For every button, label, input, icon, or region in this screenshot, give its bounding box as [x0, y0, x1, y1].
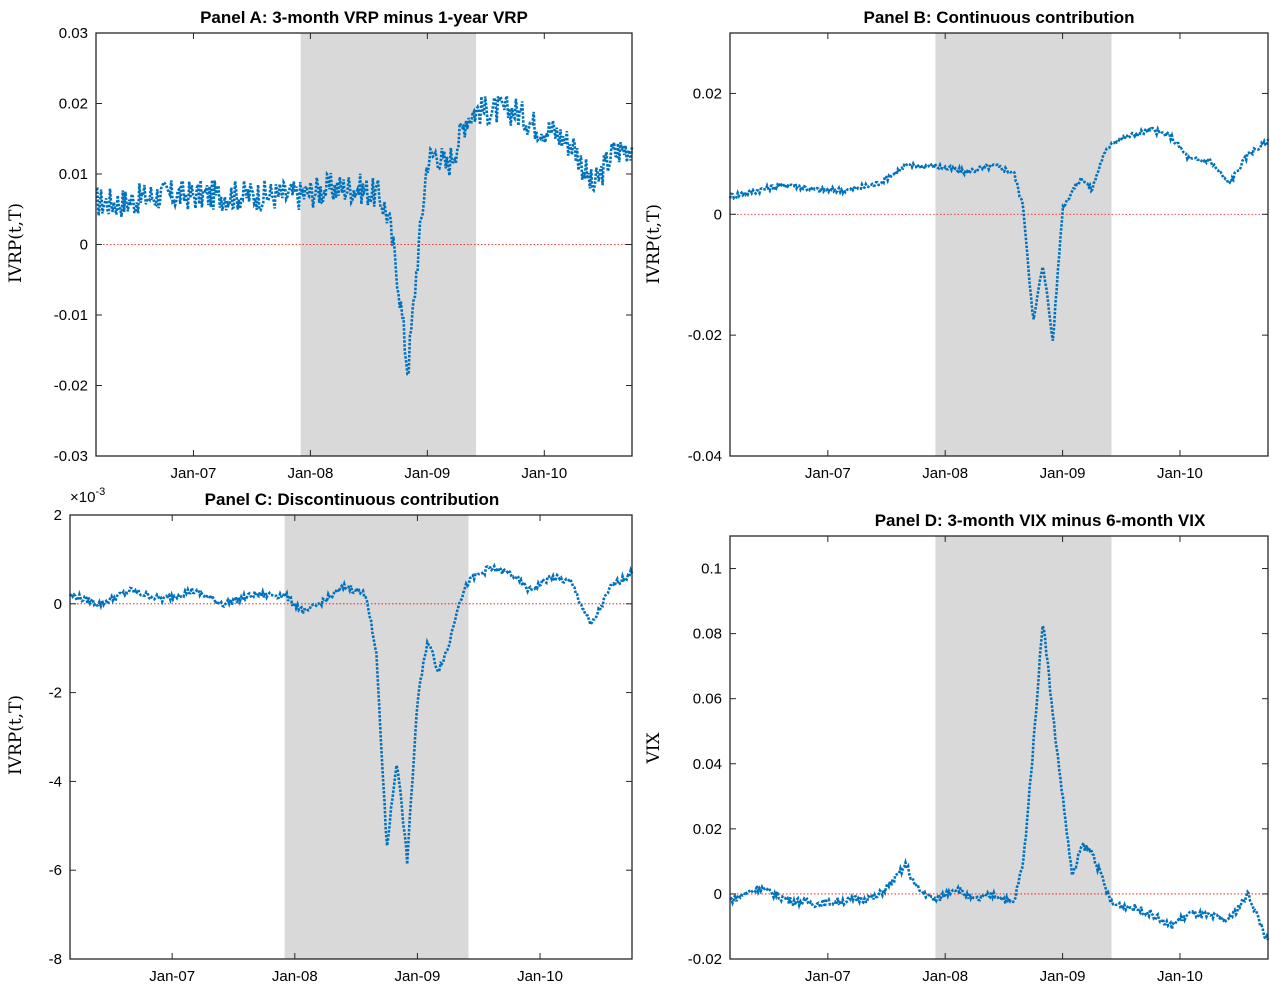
x-tick-label: Jan-08 [287, 465, 333, 482]
panel-d: -0.02 0 0.02 0.04 0.06 0.08 0.1 Jan-07 Jan-08 Jan… [644, 511, 1270, 985]
x-tick-label: Jan-09 [1040, 465, 1086, 482]
x-tick-label: Jan-07 [805, 968, 851, 985]
y-tick-label: -0.02 [688, 951, 722, 968]
x-tick-label: Jan-08 [272, 968, 318, 985]
panel-a: -0.03 -0.02 -0.01 0 0.01 0.02 0.03 Jan-07 Jan-08… [6, 8, 634, 482]
series-line [729, 625, 1270, 942]
panel-d-y-axis-label: VIX [644, 732, 664, 765]
recession-shading [935, 536, 1112, 959]
recession-shading [935, 33, 1112, 456]
x-tick-label: Jan-07 [149, 968, 195, 985]
y-tick-label: -8 [49, 951, 62, 968]
axes-box [729, 32, 1269, 457]
x-tick-label: Jan-09 [1040, 968, 1086, 985]
y-tick-label: 0.02 [693, 821, 722, 838]
panel-b-title: Panel B: Continuous contribution [863, 8, 1134, 27]
x-tick-label: Jan-09 [394, 968, 440, 985]
y-tick-label: -0.03 [54, 448, 88, 465]
series-line [728, 124, 1270, 341]
x-tick-label: Jan-08 [922, 968, 968, 985]
y-tick-label: -2 [49, 685, 62, 702]
x-tick-label: Jan-10 [517, 968, 563, 985]
y-tick-label: 0 [54, 596, 62, 613]
series-line [95, 91, 634, 376]
y-tick-label: 0.08 [693, 626, 722, 643]
y-tick-label: 0.1 [701, 561, 722, 578]
y-tick-label: 0.04 [693, 756, 722, 773]
x-tick-label: Jan-07 [805, 465, 851, 482]
y-tick-label: -6 [49, 862, 62, 879]
panel-a-title: Panel A: 3-month VRP minus 1-year VRP [200, 8, 528, 27]
plot-area-d: -0.02 0 0.02 0.04 0.06 0.08 0.1 Jan-07 Jan-08 Jan… [688, 535, 1270, 985]
plot-area-b: -0.04 -0.02 0 0.02 Jan-07 Jan-08 Jan-09 Jan-10 [688, 32, 1270, 482]
panel-b-y-axis-label: IVRP(t,T) [644, 204, 664, 284]
y-tick-label: -4 [49, 773, 62, 790]
y-tick-label: 0.01 [59, 166, 88, 183]
panel-c-y-axis-label: IVRP(t,T) [6, 695, 26, 775]
y-tick-label: -0.02 [688, 327, 722, 344]
plot-area-a: -0.03 -0.02 -0.01 0 0.01 0.02 0.03 Jan-07 Jan-08… [54, 25, 634, 482]
panel-c-y-exponent-base: ×10 [70, 489, 95, 506]
y-tick-label: 0.03 [59, 25, 88, 42]
panel-c-title: Panel C: Discontinuous contribution [205, 490, 500, 509]
y-tick-label: 2 [54, 507, 62, 524]
plot-area-c: -8 -6 -4 -2 0 2 Jan-07 Jan-08 Jan-09 Jan-10 [49, 507, 634, 985]
y-tick-label: 0.06 [693, 691, 722, 708]
axes-box [69, 514, 633, 960]
x-tick-label: Jan-09 [404, 465, 450, 482]
x-tick-label: Jan-10 [1157, 968, 1203, 985]
y-tick-label: 0 [714, 206, 722, 223]
series-line [68, 562, 634, 865]
panel-d-title: Panel D: 3-month VIX minus 6-month VIX [875, 511, 1206, 530]
y-tick-label: -0.04 [688, 448, 722, 465]
panel-a-y-axis-label: IVRP(t,T) [6, 203, 26, 283]
y-tick-label: 0.02 [693, 85, 722, 102]
x-tick-label: Jan-08 [922, 465, 968, 482]
panel-c-y-exponent-power: -3 [95, 486, 105, 498]
x-tick-label: Jan-10 [1157, 465, 1203, 482]
y-tick-label: 0 [714, 886, 722, 903]
panel-c: -8 -6 -4 -2 0 2 Jan-07 Jan-08 Jan-09 Jan-10 Panel… [6, 486, 634, 985]
y-tick-label: -0.02 [54, 378, 88, 395]
x-tick-label: Jan-10 [521, 465, 567, 482]
axes-box [729, 535, 1269, 960]
y-tick-label: -0.01 [54, 307, 88, 324]
y-tick-label: 0.02 [59, 96, 88, 113]
recession-shading [284, 515, 469, 959]
panel-c-y-exponent: ×10-3 [70, 486, 105, 506]
y-tick-label: 0 [80, 237, 88, 254]
x-tick-label: Jan-07 [171, 465, 217, 482]
